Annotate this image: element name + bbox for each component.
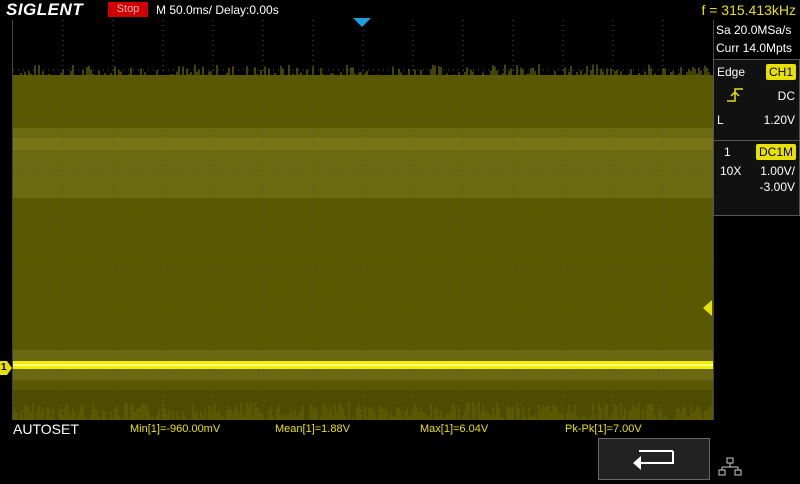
- trigger-level-label: L: [717, 113, 724, 127]
- probe-attenuation: 10X: [720, 164, 742, 178]
- timebase-readout[interactable]: M 50.0ms/ Delay:0.00s: [156, 3, 279, 17]
- sample-rate: Sa 20.0MSa/s: [716, 23, 792, 37]
- trigger-source: CH1: [765, 64, 796, 80]
- network-icon: [718, 456, 742, 478]
- trigger-type: Edge: [717, 65, 746, 79]
- rising-edge-icon: [726, 87, 744, 103]
- trigger-level-marker[interactable]: [703, 300, 713, 316]
- trigger-position-marker[interactable]: [352, 18, 372, 28]
- run-status-badge[interactable]: Stop: [108, 2, 148, 17]
- vertical-scale: 1.00V/: [760, 164, 795, 178]
- memory-depth: Curr 14.0Mpts: [716, 41, 793, 55]
- autoset-label: AUTOSET: [13, 421, 79, 437]
- noise-top-edge: [13, 64, 712, 100]
- frequency-counter: f = 315.413kHz: [701, 2, 796, 18]
- top-bar: SIGLENT Stop M 50.0ms/ Delay:0.00s f = 3…: [0, 0, 800, 20]
- return-arrow-icon: [633, 450, 674, 470]
- waveform-canvas: [13, 20, 713, 420]
- back-button[interactable]: [598, 438, 710, 480]
- channel-number: 1: [724, 145, 731, 159]
- trigger-coupling: DC: [777, 89, 795, 103]
- measurement-mean: Mean[1]=1.88V: [275, 423, 350, 435]
- trace-baseline-core: [13, 364, 713, 366]
- trigger-panel[interactable]: Edge CH1 DC L 1.20V: [713, 59, 800, 152]
- brand-logo: SIGLENT: [6, 0, 84, 19]
- side-panel: Sa 20.0MSa/s Curr 14.0Mpts Edge CH1 DC L…: [713, 20, 800, 420]
- vertical-offset: -3.00V: [759, 180, 795, 194]
- graticule: [13, 20, 713, 420]
- waveform-display[interactable]: [12, 20, 714, 420]
- channel-1-panel[interactable]: 1 DC1M 10X 1.00V/ -3.00V: [713, 140, 800, 216]
- channel-1-marker-label: 1: [1, 362, 7, 373]
- channel-coupling: DC1M: [755, 144, 796, 160]
- measurement-min: Min[1]=-960.00mV: [130, 423, 221, 435]
- signal-band-highlight: [13, 138, 713, 150]
- measurement-max: Max[1]=6.04V: [420, 423, 489, 435]
- measurement-bar: AUTOSET Min[1]=-960.00mV Mean[1]=1.88V M…: [0, 420, 800, 480]
- channel-1-marker[interactable]: 1: [0, 361, 12, 375]
- measurement-pkpk: Pk-Pk[1]=7.00V: [565, 423, 642, 435]
- trigger-level: 1.20V: [763, 113, 795, 127]
